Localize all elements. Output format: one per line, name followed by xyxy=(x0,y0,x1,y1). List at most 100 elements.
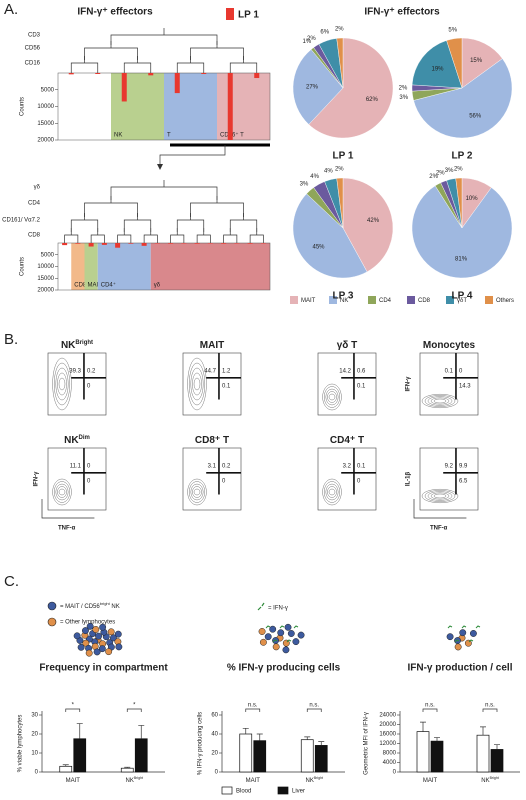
group-band xyxy=(164,73,217,140)
pie-value-label: 2% xyxy=(335,167,344,173)
y-tick-label: 20000 xyxy=(379,722,396,728)
tree-branch xyxy=(223,228,238,243)
contour xyxy=(327,391,337,403)
y-axis-label: % IFN-γ producing cells xyxy=(198,712,204,775)
y-tick-label: 30 xyxy=(31,713,38,719)
cell xyxy=(454,643,462,651)
y-tick-label: 5000 xyxy=(41,87,55,93)
bar xyxy=(314,745,328,773)
contour xyxy=(57,372,67,396)
contour xyxy=(421,489,459,504)
tree-branch xyxy=(176,213,205,232)
quadrant-value: 14.3 xyxy=(459,383,471,389)
contour xyxy=(327,486,337,498)
x-tick-label: MAIT xyxy=(423,778,438,784)
pie-value-label: 81% xyxy=(455,257,468,263)
cell xyxy=(82,627,89,635)
cell xyxy=(459,629,467,637)
legend-swatch xyxy=(368,296,376,304)
contour xyxy=(328,488,336,496)
pie-value-label: 2% xyxy=(436,171,445,177)
quadrant-value: 14.2 xyxy=(339,368,351,374)
cell xyxy=(105,648,113,656)
ifn-signal xyxy=(293,625,299,629)
cell xyxy=(86,622,94,630)
group-label: MAIT xyxy=(88,283,103,289)
contour xyxy=(325,388,339,406)
contour xyxy=(433,398,447,404)
cell xyxy=(287,630,295,637)
pie-slice xyxy=(413,58,513,139)
bar xyxy=(174,73,180,94)
cell xyxy=(269,625,277,633)
pie-value-label: 3% xyxy=(445,168,454,174)
text-part: NK xyxy=(64,435,79,446)
significance-label: n.s. xyxy=(309,703,319,709)
error-bar xyxy=(304,736,311,740)
tree-branch xyxy=(176,56,205,73)
bar xyxy=(115,243,121,248)
tree-branch xyxy=(70,213,99,232)
pie-value-label: 15% xyxy=(470,58,483,64)
contour xyxy=(55,367,69,401)
error-bar xyxy=(480,726,486,736)
plot-title: Monocytes xyxy=(423,340,476,351)
significance-bracket xyxy=(482,708,498,712)
group-band xyxy=(217,73,270,140)
plot-frame xyxy=(419,447,479,511)
contour xyxy=(187,478,207,506)
quadrant-value: 0.2 xyxy=(222,463,231,469)
bar xyxy=(121,73,127,102)
pie-label: LP 1 xyxy=(333,151,354,162)
significance-bracket xyxy=(65,708,81,712)
cell-pictograms xyxy=(47,601,265,627)
text-part: Bright xyxy=(314,776,323,780)
ifn-signal xyxy=(265,625,271,629)
connector xyxy=(159,145,226,168)
contour xyxy=(424,490,456,502)
quadrant-value: 0.1 xyxy=(222,383,231,389)
chart-title: IFN-γ production / cell xyxy=(407,663,512,674)
legend-swatch xyxy=(329,296,337,304)
plot-frame xyxy=(182,447,242,511)
contour xyxy=(421,394,459,409)
significance-label: * xyxy=(133,703,136,709)
row-label: CD161/ Vα7.2 xyxy=(2,218,40,224)
quadrant-value: 9.2 xyxy=(445,463,454,469)
quadrant-value: 0 xyxy=(357,478,361,484)
contour xyxy=(190,483,204,501)
significance-bracket xyxy=(422,708,438,712)
contour xyxy=(427,491,453,501)
cell xyxy=(114,630,122,638)
quadrant-value: 0.6 xyxy=(357,368,366,374)
y-tick-label: 5000 xyxy=(41,252,55,258)
pie-slice xyxy=(411,185,513,279)
y-tick-label: 0 xyxy=(215,770,219,776)
ifn-signal xyxy=(468,639,474,643)
bar xyxy=(62,243,68,246)
row-label: CD16 xyxy=(25,61,41,67)
error-bar xyxy=(256,733,263,741)
pie-value-label: 4% xyxy=(310,174,319,180)
legend-label: Others xyxy=(496,298,514,304)
y-tick-label: 40 xyxy=(211,732,218,738)
bar xyxy=(148,73,154,76)
axis-label: TNF-α xyxy=(430,526,448,532)
bar xyxy=(88,243,94,247)
bar xyxy=(416,731,430,773)
plot-title: NKDim xyxy=(64,435,90,446)
contour xyxy=(193,488,201,496)
cell xyxy=(284,623,292,631)
significance-label: n.s. xyxy=(485,703,495,709)
y-tick-label: 60 xyxy=(211,713,218,719)
text-part: γδ T xyxy=(337,340,358,351)
bar xyxy=(141,243,147,246)
cell xyxy=(258,628,266,635)
tree-branch xyxy=(110,28,218,45)
legend-swatch xyxy=(446,296,454,304)
pie-slice xyxy=(308,37,394,139)
x-tick-label: MAIT xyxy=(66,778,81,784)
text-part: MAIT xyxy=(246,778,261,784)
quadrant-value: 0 xyxy=(222,478,226,484)
contour xyxy=(325,483,339,501)
